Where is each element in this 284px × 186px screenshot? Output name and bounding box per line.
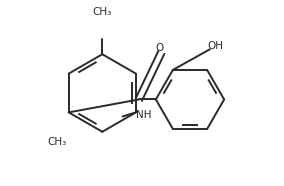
Text: NH: NH	[136, 110, 152, 120]
Text: CH₃: CH₃	[93, 7, 112, 17]
Text: OH: OH	[208, 41, 224, 51]
Text: O: O	[156, 43, 164, 53]
Text: CH₃: CH₃	[47, 137, 67, 147]
